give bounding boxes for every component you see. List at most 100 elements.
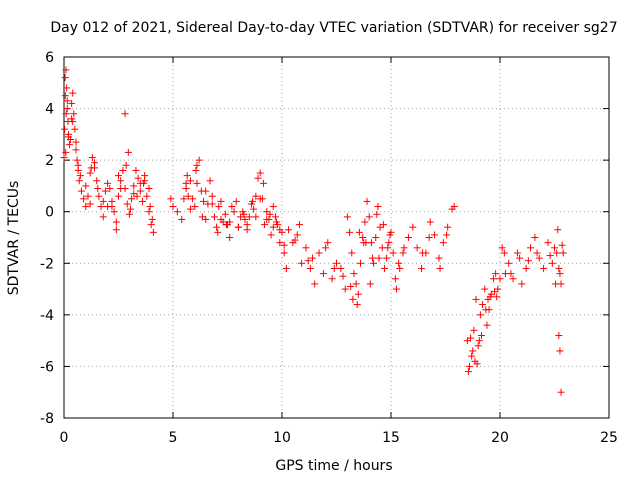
data-point (399, 249, 407, 257)
data-point (64, 133, 72, 141)
data-point (143, 192, 151, 200)
data-point (373, 210, 381, 218)
data-point (505, 259, 513, 267)
data-point (256, 169, 264, 177)
data-point (115, 192, 122, 200)
y-axis: -8 -6 -4 -2 0 2 4 6 (40, 50, 609, 427)
data-point (492, 270, 500, 278)
data-point (226, 234, 234, 241)
data-point (349, 295, 357, 303)
data-point (77, 187, 85, 195)
data-point (476, 311, 484, 319)
data-point (309, 254, 317, 262)
data-point (474, 342, 482, 350)
data-point (533, 249, 541, 257)
data-point (395, 259, 403, 267)
data-point (123, 200, 131, 208)
data-point (544, 239, 552, 247)
data-point (269, 223, 277, 231)
data-point (333, 259, 340, 267)
data-point (141, 172, 149, 180)
data-point (404, 234, 412, 241)
data-point (464, 368, 472, 376)
data-point (280, 241, 288, 249)
data-point (189, 195, 197, 203)
data-point (138, 197, 146, 205)
data-point (99, 213, 107, 221)
y-tick-label: 0 (45, 205, 54, 221)
data-point (110, 208, 118, 216)
data-point (263, 215, 271, 223)
data-point (524, 257, 532, 265)
data-point (61, 92, 69, 100)
data-point (509, 275, 517, 283)
data-point (115, 172, 122, 180)
data-point (145, 208, 153, 216)
data-point (128, 195, 136, 203)
data-point (140, 179, 148, 187)
x-axis: 0 5 10 15 20 25 (60, 57, 618, 446)
data-point (374, 203, 382, 211)
data-point (343, 213, 351, 221)
data-point (431, 231, 439, 239)
data-point (500, 249, 508, 257)
data-point (202, 187, 210, 195)
data-point (106, 185, 114, 193)
data-point (68, 115, 76, 123)
data-point (214, 228, 222, 236)
y-tick-label: -2 (40, 256, 54, 272)
data-point (513, 249, 521, 257)
data-point (341, 285, 349, 293)
data-point (339, 272, 347, 280)
data-point (75, 177, 83, 185)
data-point (182, 185, 190, 193)
y-tick-label: 6 (45, 50, 54, 66)
data-point (136, 187, 144, 195)
data-point (483, 321, 491, 329)
data-point (554, 226, 562, 234)
data-point (443, 231, 451, 239)
data-point (99, 197, 107, 205)
data-point (353, 301, 361, 309)
data-point (436, 264, 444, 272)
y-tick-label: -4 (40, 308, 54, 324)
data-point (465, 362, 473, 370)
data-point (122, 161, 130, 169)
data-point (467, 334, 475, 342)
data-point (87, 164, 95, 172)
data-point (477, 331, 485, 339)
data-point (386, 231, 394, 239)
data-point (117, 185, 125, 193)
data-point (276, 226, 284, 234)
data-point (540, 264, 548, 272)
data-point (147, 221, 155, 229)
data-point (146, 203, 154, 211)
data-point (250, 205, 258, 213)
data-point (86, 169, 94, 177)
data-point (400, 244, 408, 252)
data-point (330, 264, 338, 272)
chart-title: Day 012 of 2021, Sidereal Day-to-day VTE… (50, 20, 617, 36)
data-point (269, 203, 277, 211)
data-point (69, 89, 77, 97)
data-point (482, 306, 490, 314)
data-points (60, 66, 567, 396)
data-point (282, 264, 290, 272)
data-point (444, 223, 452, 231)
data-point (379, 221, 387, 229)
data-point (324, 239, 332, 247)
data-point (493, 293, 501, 301)
data-point (117, 177, 125, 185)
data-point (183, 172, 191, 180)
data-point (93, 177, 101, 185)
data-point (230, 208, 238, 216)
data-point (62, 110, 70, 118)
data-point (213, 223, 221, 231)
data-point (439, 239, 447, 247)
data-point (531, 234, 539, 241)
data-point (228, 203, 236, 211)
data-point (322, 244, 330, 252)
data-point (370, 259, 378, 267)
data-point (516, 254, 524, 262)
